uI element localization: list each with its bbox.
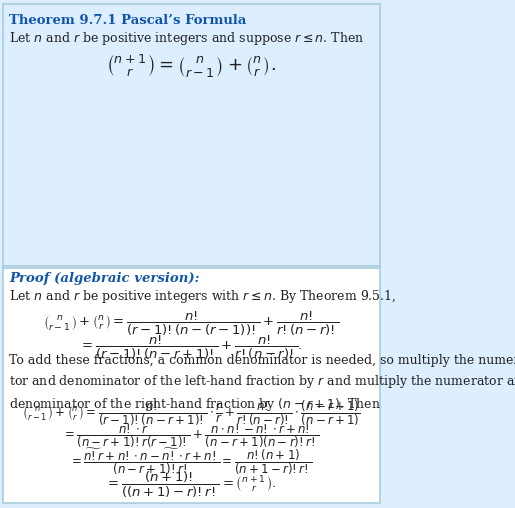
Text: Let $n$ and $r$ be positive integers with $r \leq n$. By Theorem 9.5.1,: Let $n$ and $r$ be positive integers wit…	[9, 288, 397, 305]
FancyBboxPatch shape	[3, 266, 380, 503]
Text: $\binom{n}{r-1} + \binom{n}{r} = \dfrac{n!}{(r-1)!(n-r+1)!} \cdot \dfrac{r}{r} +: $\binom{n}{r-1} + \binom{n}{r} = \dfrac{…	[22, 398, 360, 428]
Text: $= \dfrac{n! \cdot r}{(n-r+1)!r(r-1)!} + \dfrac{n \cdot n! - n! \cdot r + n!}{(n: $= \dfrac{n! \cdot r}{(n-r+1)!r(r-1)!} +…	[62, 422, 319, 450]
Text: $= \dfrac{(n+1)!}{((n+1)-r)!r!} = \binom{n+1}{r}.$: $= \dfrac{(n+1)!}{((n+1)-r)!r!} = \binom…	[105, 470, 277, 500]
Text: $\binom{n}{r-1} + \binom{n}{r} = \dfrac{n!}{(r-1)!(n-(r-1))!} + \dfrac{n!}{r!(n-: $\binom{n}{r-1} + \binom{n}{r} = \dfrac{…	[43, 310, 339, 338]
FancyBboxPatch shape	[3, 4, 380, 266]
Text: Theorem 9.7.1 Pascal’s Formula: Theorem 9.7.1 Pascal’s Formula	[9, 14, 246, 27]
Text: $= \dfrac{\widetilde{n!}r + n! \cdot n - \widetilde{n!} \cdot r + n!}{(n-r+1)!r!: $= \dfrac{\widetilde{n!}r + n! \cdot n -…	[69, 446, 313, 477]
Text: Let $n$ and $r$ be positive integers and suppose $r \leq n$. Then: Let $n$ and $r$ be positive integers and…	[9, 30, 364, 47]
Text: To add these fractions, a common denominator is needed, so multiply the numera-
: To add these fractions, a common denomin…	[9, 354, 515, 413]
Text: $\binom{n+1}{r} = \binom{n}{r-1} + \binom{n}{r}.$: $\binom{n+1}{r} = \binom{n}{r-1} + \bino…	[106, 53, 276, 80]
Text: Proof (algebraic version):: Proof (algebraic version):	[9, 272, 199, 285]
Text: $= \dfrac{n!}{(r-1)!(n-r+1)!} + \dfrac{n!}{r!(n-r)!}.$: $= \dfrac{n!}{(r-1)!(n-r+1)!} + \dfrac{n…	[79, 334, 303, 362]
